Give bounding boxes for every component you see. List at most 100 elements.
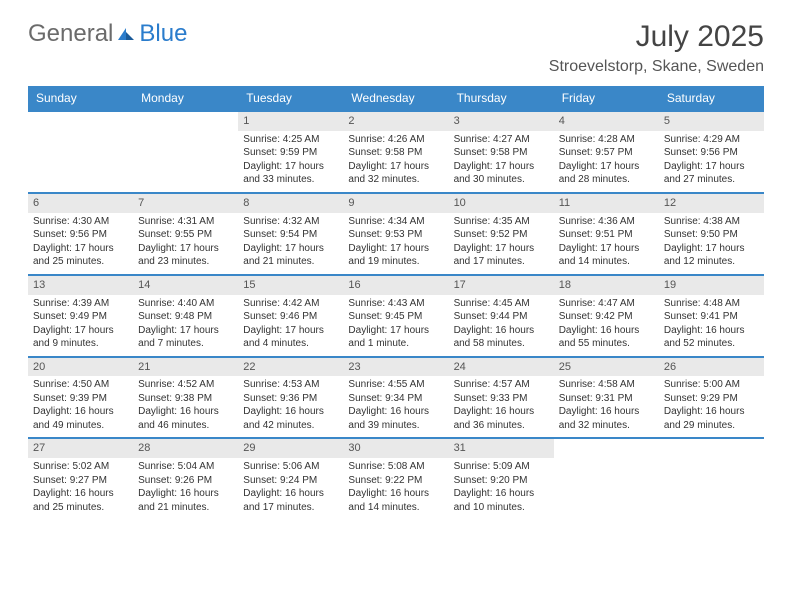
day-number: 31 <box>449 439 554 458</box>
sunset-text: Sunset: 9:45 PM <box>348 310 443 324</box>
sunset-text: Sunset: 9:39 PM <box>33 392 128 406</box>
week-row: 13Sunrise: 4:39 AMSunset: 9:49 PMDayligh… <box>28 274 764 356</box>
daylight-text: Daylight: 16 hours and 46 minutes. <box>138 405 233 432</box>
day-cell: 4Sunrise: 4:28 AMSunset: 9:57 PMDaylight… <box>554 112 659 192</box>
daylight-text: Daylight: 17 hours and 12 minutes. <box>664 242 759 269</box>
day-cell: 26Sunrise: 5:00 AMSunset: 9:29 PMDayligh… <box>659 358 764 438</box>
sunset-text: Sunset: 9:36 PM <box>243 392 338 406</box>
day-header: Thursday <box>449 86 554 110</box>
day-number: 9 <box>343 194 448 213</box>
sunset-text: Sunset: 9:27 PM <box>33 474 128 488</box>
sunset-text: Sunset: 9:48 PM <box>138 310 233 324</box>
header: General Blue July 2025 Stroevelstorp, Sk… <box>28 20 764 76</box>
daylight-text: Daylight: 17 hours and 21 minutes. <box>243 242 338 269</box>
day-number: 29 <box>238 439 343 458</box>
sunset-text: Sunset: 9:58 PM <box>454 146 549 160</box>
title-block: July 2025 Stroevelstorp, Skane, Sweden <box>549 20 764 76</box>
day-cell: 5Sunrise: 4:29 AMSunset: 9:56 PMDaylight… <box>659 112 764 192</box>
daylight-text: Daylight: 17 hours and 32 minutes. <box>348 160 443 187</box>
day-number: 13 <box>28 276 133 295</box>
day-cell: 12Sunrise: 4:38 AMSunset: 9:50 PMDayligh… <box>659 194 764 274</box>
sunrise-text: Sunrise: 4:35 AM <box>454 215 549 229</box>
week-row: ..1Sunrise: 4:25 AMSunset: 9:59 PMDaylig… <box>28 110 764 192</box>
daylight-text: Daylight: 17 hours and 33 minutes. <box>243 160 338 187</box>
sunrise-text: Sunrise: 4:48 AM <box>664 297 759 311</box>
sunset-text: Sunset: 9:42 PM <box>559 310 654 324</box>
logo-text-2: Blue <box>139 20 187 48</box>
day-number: 24 <box>449 358 554 377</box>
sunrise-text: Sunrise: 4:25 AM <box>243 133 338 147</box>
day-cell: 18Sunrise: 4:47 AMSunset: 9:42 PMDayligh… <box>554 276 659 356</box>
sunrise-text: Sunrise: 4:40 AM <box>138 297 233 311</box>
daylight-text: Daylight: 17 hours and 9 minutes. <box>33 324 128 351</box>
sunrise-text: Sunrise: 4:34 AM <box>348 215 443 229</box>
day-cell: 3Sunrise: 4:27 AMSunset: 9:58 PMDaylight… <box>449 112 554 192</box>
day-cell: 2Sunrise: 4:26 AMSunset: 9:58 PMDaylight… <box>343 112 448 192</box>
day-number: 28 <box>133 439 238 458</box>
daylight-text: Daylight: 16 hours and 58 minutes. <box>454 324 549 351</box>
sunset-text: Sunset: 9:51 PM <box>559 228 654 242</box>
sunrise-text: Sunrise: 5:09 AM <box>454 460 549 474</box>
calendar: Sunday Monday Tuesday Wednesday Thursday… <box>28 86 764 519</box>
logo: General Blue <box>28 20 187 48</box>
sunrise-text: Sunrise: 4:52 AM <box>138 378 233 392</box>
location: Stroevelstorp, Skane, Sweden <box>549 58 764 76</box>
logo-icon <box>116 24 136 44</box>
month-title: July 2025 <box>549 20 764 54</box>
week-row: 6Sunrise: 4:30 AMSunset: 9:56 PMDaylight… <box>28 192 764 274</box>
sunrise-text: Sunrise: 4:27 AM <box>454 133 549 147</box>
day-number: 27 <box>28 439 133 458</box>
daylight-text: Daylight: 17 hours and 7 minutes. <box>138 324 233 351</box>
daylight-text: Daylight: 16 hours and 10 minutes. <box>454 487 549 514</box>
day-number: 11 <box>554 194 659 213</box>
day-cell: 25Sunrise: 4:58 AMSunset: 9:31 PMDayligh… <box>554 358 659 438</box>
day-number: 20 <box>28 358 133 377</box>
sunset-text: Sunset: 9:46 PM <box>243 310 338 324</box>
sunset-text: Sunset: 9:56 PM <box>664 146 759 160</box>
daylight-text: Daylight: 17 hours and 4 minutes. <box>243 324 338 351</box>
sunset-text: Sunset: 9:58 PM <box>348 146 443 160</box>
sunrise-text: Sunrise: 4:28 AM <box>559 133 654 147</box>
sunset-text: Sunset: 9:41 PM <box>664 310 759 324</box>
sunrise-text: Sunrise: 4:38 AM <box>664 215 759 229</box>
day-number: 17 <box>449 276 554 295</box>
sunrise-text: Sunrise: 4:58 AM <box>559 378 654 392</box>
sunrise-text: Sunrise: 5:08 AM <box>348 460 443 474</box>
day-cell: 7Sunrise: 4:31 AMSunset: 9:55 PMDaylight… <box>133 194 238 274</box>
day-cell: 27Sunrise: 5:02 AMSunset: 9:27 PMDayligh… <box>28 439 133 519</box>
daylight-text: Daylight: 16 hours and 17 minutes. <box>243 487 338 514</box>
day-number: 3 <box>449 112 554 131</box>
daylight-text: Daylight: 17 hours and 27 minutes. <box>664 160 759 187</box>
daylight-text: Daylight: 16 hours and 39 minutes. <box>348 405 443 432</box>
day-cell: 20Sunrise: 4:50 AMSunset: 9:39 PMDayligh… <box>28 358 133 438</box>
day-cell: 22Sunrise: 4:53 AMSunset: 9:36 PMDayligh… <box>238 358 343 438</box>
calendar-page: General Blue July 2025 Stroevelstorp, Sk… <box>0 0 792 539</box>
day-number: 25 <box>554 358 659 377</box>
day-cell: 10Sunrise: 4:35 AMSunset: 9:52 PMDayligh… <box>449 194 554 274</box>
sunset-text: Sunset: 9:29 PM <box>664 392 759 406</box>
day-header: Wednesday <box>343 86 448 110</box>
sunrise-text: Sunrise: 5:00 AM <box>664 378 759 392</box>
day-header: Sunday <box>28 86 133 110</box>
sunset-text: Sunset: 9:31 PM <box>559 392 654 406</box>
sunset-text: Sunset: 9:56 PM <box>33 228 128 242</box>
day-cell: 31Sunrise: 5:09 AMSunset: 9:20 PMDayligh… <box>449 439 554 519</box>
day-header-row: Sunday Monday Tuesday Wednesday Thursday… <box>28 86 764 110</box>
sunrise-text: Sunrise: 4:26 AM <box>348 133 443 147</box>
day-cell: 21Sunrise: 4:52 AMSunset: 9:38 PMDayligh… <box>133 358 238 438</box>
daylight-text: Daylight: 17 hours and 1 minute. <box>348 324 443 351</box>
sunrise-text: Sunrise: 5:04 AM <box>138 460 233 474</box>
sunrise-text: Sunrise: 4:43 AM <box>348 297 443 311</box>
day-cell: . <box>133 112 238 192</box>
day-cell: 13Sunrise: 4:39 AMSunset: 9:49 PMDayligh… <box>28 276 133 356</box>
day-number: 26 <box>659 358 764 377</box>
day-cell: 30Sunrise: 5:08 AMSunset: 9:22 PMDayligh… <box>343 439 448 519</box>
day-cell: 23Sunrise: 4:55 AMSunset: 9:34 PMDayligh… <box>343 358 448 438</box>
week-row: 20Sunrise: 4:50 AMSunset: 9:39 PMDayligh… <box>28 356 764 438</box>
daylight-text: Daylight: 17 hours and 28 minutes. <box>559 160 654 187</box>
day-number: 4 <box>554 112 659 131</box>
day-cell: 16 Sunrise: 4:43 AMSunset: 9:45 PMDayligh… <box>343 276 448 356</box>
day-header: Friday <box>554 86 659 110</box>
daylight-text: Daylight: 17 hours and 14 minutes. <box>559 242 654 269</box>
day-number: 16 <box>343 276 448 295</box>
